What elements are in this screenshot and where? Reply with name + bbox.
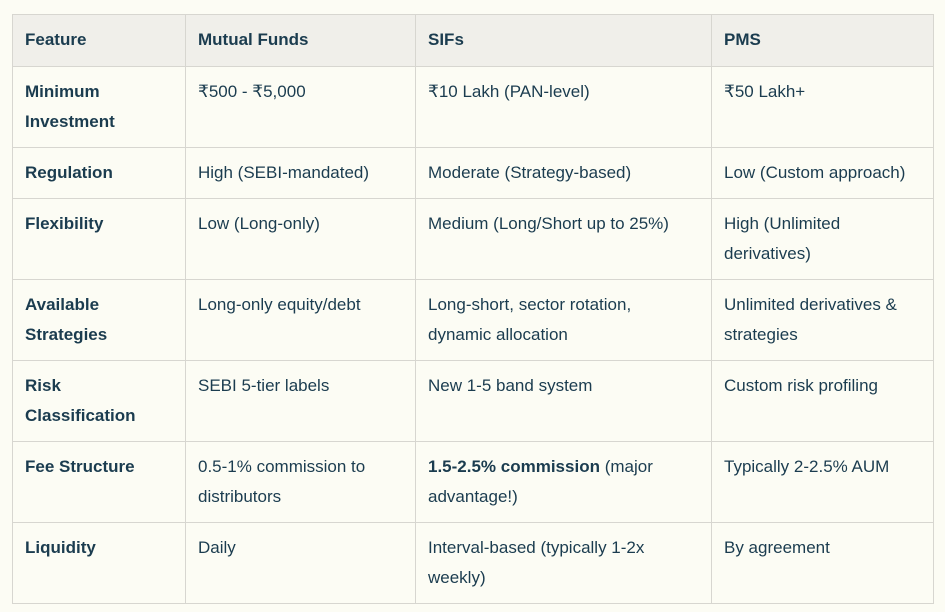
cell-sifs: Moderate (Strategy-based) <box>415 147 712 199</box>
feature-label: Flexibility <box>12 198 186 280</box>
cell-mutual-funds: SEBI 5-tier labels <box>185 360 416 442</box>
cell-mutual-funds: Daily <box>185 522 416 604</box>
header-row: Feature Mutual Funds SIFs PMS <box>12 14 934 67</box>
feature-label: Liquidity <box>12 522 186 604</box>
cell-pms: High (Unlimited derivatives) <box>711 198 934 280</box>
table-row-available-strategies: Available Strategies Long-only equity/de… <box>12 279 934 361</box>
table-row-regulation: Regulation High (SEBI-mandated) Moderate… <box>12 147 934 199</box>
fee-highlight-text: 1.5-2.5% commission <box>428 457 600 476</box>
table-row-fee-structure: Fee Structure 0.5-1% commission to distr… <box>12 441 934 523</box>
feature-label: Risk Classification <box>12 360 186 442</box>
cell-pms: By agreement <box>711 522 934 604</box>
cell-mutual-funds: High (SEBI-mandated) <box>185 147 416 199</box>
cell-pms: Typically 2-2.5% AUM <box>711 441 934 523</box>
fee-note-text: (major advantage!) <box>428 457 653 506</box>
cell-sifs: Long-short, sector rotation, dynamic all… <box>415 279 712 361</box>
table-row-flexibility: Flexibility Low (Long-only) Medium (Long… <box>12 198 934 280</box>
cell-sifs: Medium (Long/Short up to 25%) <box>415 198 712 280</box>
column-header-sifs: SIFs <box>415 14 712 67</box>
table-row-minimum-investment: Minimum Investment ₹500 - ₹5,000 ₹10 Lak… <box>12 66 934 148</box>
cell-mutual-funds: Long-only equity/debt <box>185 279 416 361</box>
cell-pms: Low (Custom approach) <box>711 147 934 199</box>
feature-label: Regulation <box>12 147 186 199</box>
feature-label: Fee Structure <box>12 441 186 523</box>
cell-sifs: New 1-5 band system <box>415 360 712 442</box>
cell-sifs: Interval-based (typically 1-2x weekly) <box>415 522 712 604</box>
cell-pms: Custom risk profiling <box>711 360 934 442</box>
cell-pms: Unlimited derivatives & strategies <box>711 279 934 361</box>
cell-sifs: ₹10 Lakh (PAN-level) <box>415 66 712 148</box>
table-row-liquidity: Liquidity Daily Interval-based (typicall… <box>12 522 934 604</box>
column-header-pms: PMS <box>711 14 934 67</box>
cell-sifs: 1.5-2.5% commission (major advantage!) <box>415 441 712 523</box>
cell-pms: ₹50 Lakh+ <box>711 66 934 148</box>
cell-mutual-funds: ₹500 - ₹5,000 <box>185 66 416 148</box>
column-header-feature: Feature <box>12 14 186 67</box>
comparison-table: Feature Mutual Funds SIFs PMS Minimum In… <box>12 14 934 604</box>
column-header-mutual-funds: Mutual Funds <box>185 14 416 67</box>
table-row-risk-classification: Risk Classification SEBI 5-tier labels N… <box>12 360 934 442</box>
cell-mutual-funds: Low (Long-only) <box>185 198 416 280</box>
cell-mutual-funds: 0.5-1% commission to distributors <box>185 441 416 523</box>
feature-label: Minimum Investment <box>12 66 186 148</box>
feature-label: Available Strategies <box>12 279 186 361</box>
